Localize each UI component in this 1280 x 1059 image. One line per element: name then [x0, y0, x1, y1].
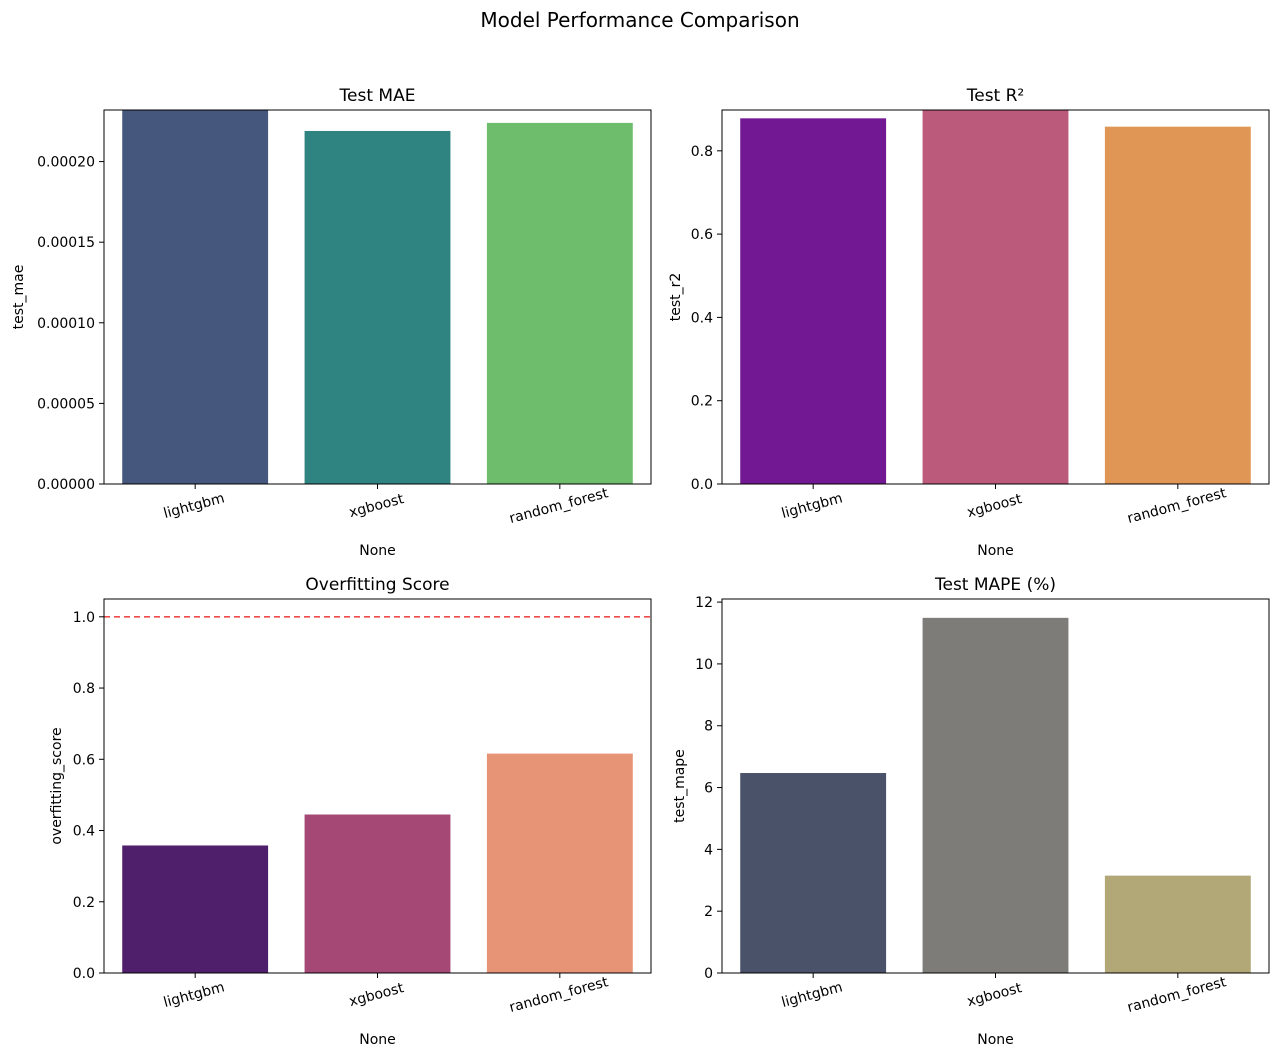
x-tick-label: xgboost	[347, 491, 406, 521]
subplot-title: Test MAPE (%)	[934, 575, 1056, 595]
bar-xgboost	[304, 814, 451, 973]
y-tick-label: 0.2	[73, 895, 95, 911]
y-tick-label: 0.6	[691, 227, 713, 243]
y-tick-label: 0.8	[691, 144, 713, 160]
bar-xgboost	[922, 110, 1069, 484]
subplot-title: Test MAE	[339, 86, 416, 106]
y-axis-label: test_mae	[11, 265, 27, 330]
y-tick-label: 0.4	[73, 824, 95, 840]
y-axis-label: test_mape	[672, 749, 688, 823]
y-tick-label: 0.00020	[37, 155, 95, 171]
x-tick-label: lightgbm	[162, 979, 226, 1011]
bar-xgboost	[922, 617, 1069, 973]
y-tick-label: 0.4	[691, 310, 713, 326]
bar-lightgbm	[122, 845, 269, 973]
bar-random_forest	[1104, 875, 1251, 973]
x-tick-label: random_forest	[1126, 485, 1229, 527]
subplot-3: Overfitting Score 0.0 0.2 0.4 0.6 0.8 1.0 light…	[49, 575, 652, 1048]
x-tick-label: lightgbm	[162, 490, 226, 522]
y-tick-label: 0	[704, 966, 713, 982]
y-tick-label: 10	[695, 657, 713, 673]
subplot-title: Overfitting Score	[305, 575, 449, 595]
y-tick-label: 0.00010	[37, 316, 95, 332]
bar-random_forest	[1104, 126, 1251, 484]
x-axis-label: None	[977, 1032, 1014, 1048]
bar-xgboost	[304, 130, 451, 484]
y-tick-label: 4	[704, 842, 713, 858]
x-axis-label: None	[359, 543, 396, 559]
y-tick-label: 6	[704, 781, 713, 797]
bar-random_forest	[486, 753, 633, 973]
y-tick-label: 0.6	[73, 752, 95, 768]
subplot-1: Test MAE 0.00000 0.00005 0.00010 0.00015 0.00…	[11, 86, 652, 559]
x-tick-label: xgboost	[965, 491, 1024, 521]
subplot-title: Test R²	[966, 86, 1025, 106]
x-axis-label: None	[977, 543, 1014, 559]
y-tick-label: 12	[695, 595, 713, 611]
y-tick-label: 0.2	[691, 394, 713, 410]
y-tick-label: 0.0	[691, 477, 713, 493]
y-tick-label: 8	[704, 719, 713, 735]
y-tick-label: 0.00015	[37, 235, 95, 251]
subplot-grid: Test MAE0.000000.000050.000100.000150.00…	[11, 86, 1270, 1048]
bar-lightgbm	[740, 773, 887, 973]
y-tick-label: 2	[704, 904, 713, 920]
figure-title: Model Performance Comparison	[480, 8, 799, 32]
y-tick-label: 1.0	[73, 610, 95, 626]
bar-lightgbm	[740, 118, 887, 484]
x-tick-label: lightgbm	[780, 979, 844, 1011]
y-tick-label: 0.00000	[37, 477, 95, 493]
x-tick-label: random_forest	[1126, 974, 1229, 1016]
y-axis-label: overfitting_score	[49, 727, 65, 844]
x-tick-label: lightgbm	[780, 490, 844, 522]
y-tick-label: 0.0	[73, 966, 95, 982]
x-tick-label: xgboost	[347, 980, 406, 1010]
x-tick-label: random_forest	[508, 485, 611, 527]
x-axis-label: None	[359, 1032, 396, 1048]
x-tick-label: xgboost	[965, 980, 1024, 1010]
subplot-2: Test R² 0.0 0.2 0.4 0.6 0.8 lightgbm xgboost ran…	[668, 86, 1270, 559]
y-tick-label: 0.00005	[37, 396, 95, 412]
bar-random_forest	[486, 122, 633, 485]
y-axis-label: test_r2	[668, 273, 684, 322]
bar-lightgbm	[122, 110, 269, 484]
x-tick-label: random_forest	[508, 974, 611, 1016]
subplot-4: Test MAPE (%) 0 2 4 6 8 10 12 lightgbm xgboost ran…	[672, 575, 1270, 1048]
y-tick-label: 0.8	[73, 681, 95, 697]
